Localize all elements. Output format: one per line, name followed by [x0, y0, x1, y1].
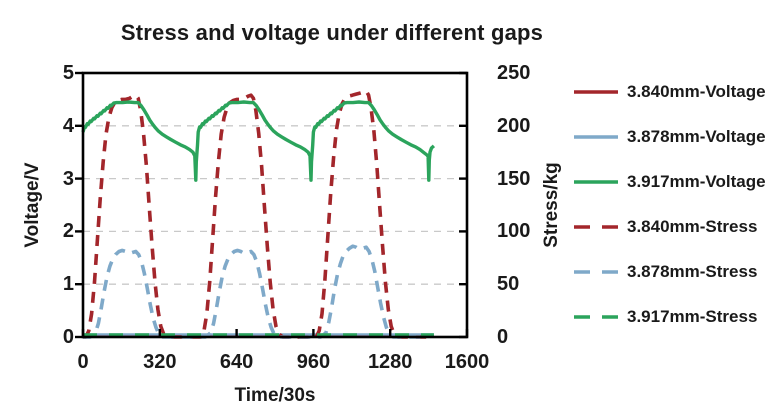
chart-title: Stress and voltage under different gaps [120, 20, 544, 45]
series-line-3-840mm-stress [83, 89, 427, 339]
x-axis-label: Time/30s [234, 385, 316, 406]
series-line-3-917mm-voltage [81, 100, 436, 182]
plot-frame [81, 71, 469, 339]
series-line-3-878mm-stress [83, 244, 427, 339]
